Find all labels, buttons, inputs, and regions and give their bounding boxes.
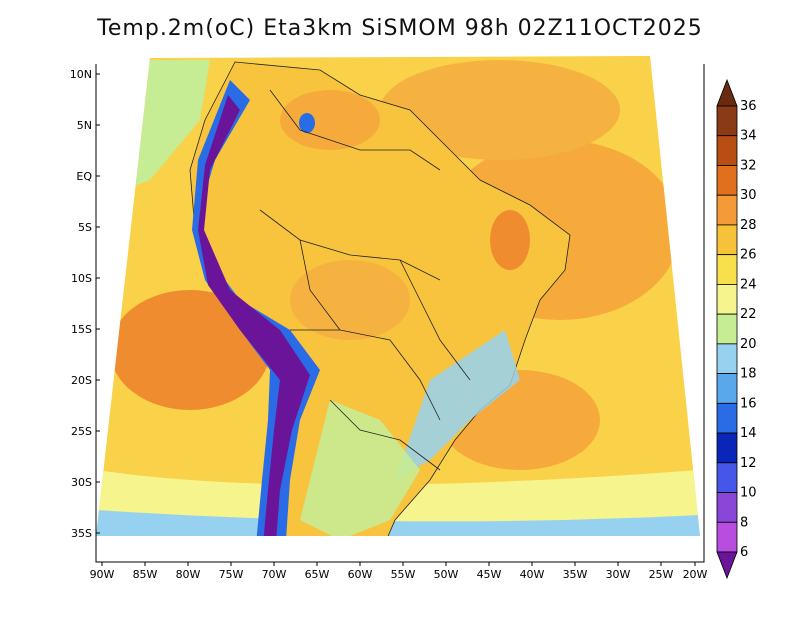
lon-tick-label: 60W [348,568,373,581]
lat-tick-label: 10S [71,272,92,285]
lon-tick-label: 20W [683,568,708,581]
lat-tick-label: EQ [76,170,92,183]
warm-ocean-west [110,290,270,410]
lon-tick-label: 45W [477,568,502,581]
map-field [95,56,705,563]
cold-ocean-south-band [96,510,700,536]
colorbar-label: 20 [740,337,757,352]
lat-tick-label: 20S [71,374,92,387]
lat-tick-label: 15S [71,323,92,336]
colorbar-label: 14 [740,426,757,441]
lon-tick-label: 90W [90,568,115,581]
colorbar-label: 36 [740,99,757,114]
colorbar-swatch [716,402,738,434]
colorbar-swatch [716,254,738,285]
lon-tick-label: 25W [649,568,674,581]
colorbar-label: 8 [740,515,748,530]
colorbar-label: 18 [740,367,757,382]
colorbar-swatch [716,462,738,493]
lat-tick-label: 35S [71,527,92,540]
lon-tick-label: 70W [262,568,287,581]
map-title: Temp.2m(oC) Eta3km SiSMOM 98h 02Z11OCT20… [97,16,703,41]
lat-tick-label: 25S [71,425,92,438]
land-warm-center [290,260,410,340]
colorbar-swatch [716,313,738,345]
colorbar-swatch [716,165,738,196]
domain-border [95,64,705,563]
colorbar-label: 32 [740,158,757,173]
lon-tick-label: 35W [563,568,588,581]
guiana-highland-cold [299,113,315,133]
land-warm-northeast [490,210,530,270]
colorbar-swatch [716,492,738,523]
lon-tick-label: 75W [219,568,244,581]
lon-tick-label: 85W [133,568,158,581]
colorbar-swatch [716,194,738,226]
colorbar-label: 28 [740,218,757,233]
colorbar-label: 34 [740,129,757,144]
lat-axis: 10N 5N EQ 5S 10S 15S 20S 25S 30S 35S [70,68,100,540]
colorbar-label: 30 [740,188,757,203]
colorbar-swatch [716,373,738,404]
colorbar-swatch [716,224,738,256]
colorbar-label: 6 [740,545,748,560]
colorbar: 36 34 32 30 28 26 24 22 20 18 16 14 12 10 8 6 [716,78,757,580]
lon-tick-label: 30W [606,568,631,581]
lon-axis: 90W 85W 80W 75W 70W 65W 60W 55W 50W 45W … [90,562,708,581]
lat-tick-label: 5N [77,119,92,132]
lon-tick-label: 65W [305,568,330,581]
lon-tick-label: 80W [176,568,201,581]
colorbar-label: 12 [740,456,757,471]
warm-ocean-northeast [380,60,620,160]
lon-tick-label: 50W [434,568,459,581]
lat-tick-label: 10N [70,68,92,81]
land-cool-south [300,400,420,536]
colorbar-swatch [716,432,738,464]
lat-tick-label: 5S [78,221,92,234]
colorbar-label: 22 [740,307,757,322]
colorbar-label: 16 [740,396,757,411]
colorbar-max-arrow [716,78,738,107]
lon-tick-label: 55W [391,568,416,581]
lat-tick-label: 30S [71,476,92,489]
colorbar-swatch [716,283,738,315]
colorbar-label: 26 [740,248,757,263]
colorbar-label: 24 [740,277,757,292]
colorbar-swatch [716,521,738,553]
colorbar-min-arrow [716,551,738,580]
andes-peaks [198,95,310,536]
colorbar-swatch [716,105,738,137]
country-borders [259,89,471,471]
colorbar-swatch [716,135,738,166]
land-cool-southeast [395,330,520,480]
lon-tick-label: 40W [520,568,545,581]
land-warm-north [280,90,380,150]
colorbar-swatch [716,343,738,375]
colorbar-label: 10 [740,486,757,501]
